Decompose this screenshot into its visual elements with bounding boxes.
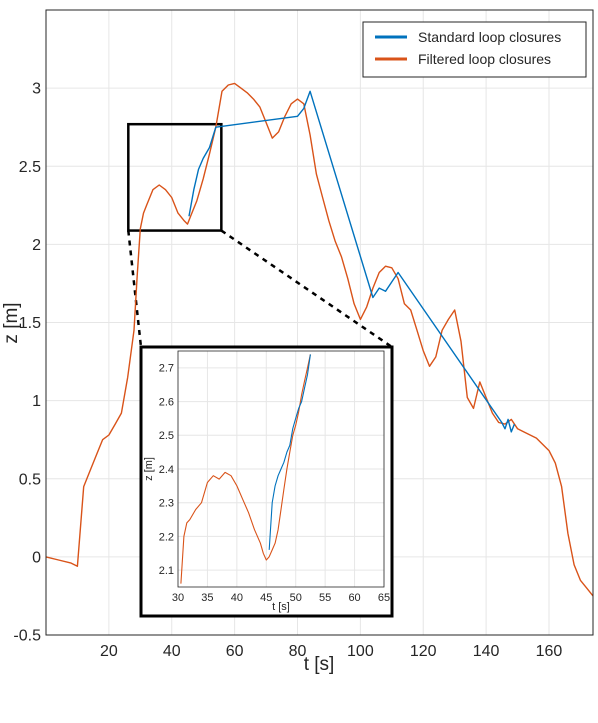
x-tick-label: 65 — [378, 592, 390, 604]
y-tick-label: 2.4 — [159, 464, 174, 476]
y-tick-label: 2.5 — [19, 159, 41, 176]
x-tick-label: 40 — [163, 643, 181, 660]
y-tick-label: 0.5 — [19, 471, 41, 488]
series-line-standard — [268, 354, 311, 550]
inset-chart: 30 35 40 45 50 55 60 65 2.1 2.2 2.3 2.4 2.5 2.6 2.7 t … — [139, 345, 394, 618]
main-axes-box — [45, 9, 594, 636]
main-ylabel: z [m] — [1, 302, 22, 343]
main-grid — [46, 10, 593, 636]
series-line-filtered — [180, 354, 311, 584]
y-tick-label: -0.5 — [13, 628, 41, 645]
y-tick-label: 2.7 — [159, 363, 174, 375]
y-tick-label: 2.1 — [159, 565, 174, 577]
y-tick-label: 3 — [32, 81, 41, 98]
inset-axes-box — [177, 350, 385, 588]
y-tick-label: 2.5 — [159, 430, 174, 442]
series-line-filtered — [45, 82, 594, 597]
inset-ylabel: z [m] — [143, 457, 155, 481]
x-tick-label: 20 — [100, 643, 118, 660]
main-xlabel: t [s] — [304, 654, 335, 675]
zoom-connector-right — [220, 229, 393, 349]
x-tick-label: 35 — [201, 592, 213, 604]
inset-ticks: 30 35 40 45 50 55 60 65 2.1 2.2 2.3 2.4 2.5 2.6 2.7 — [159, 363, 390, 604]
legend: Standard loop closures Filtered loop clo… — [362, 21, 587, 78]
legend-box — [362, 21, 587, 78]
x-tick-label: 100 — [347, 643, 374, 660]
y-tick-label: 1 — [32, 393, 41, 410]
zoom-region — [127, 122, 393, 349]
x-tick-label: 140 — [473, 643, 500, 660]
y-tick-label: 2.3 — [159, 498, 174, 510]
inset-series — [180, 354, 311, 584]
x-tick-label: 120 — [410, 643, 437, 660]
zoom-rectangle — [127, 122, 223, 232]
x-tick-label: 160 — [536, 643, 563, 660]
legend-label-filtered: Filtered loop closures — [418, 51, 551, 67]
series-line-standard — [188, 90, 516, 433]
x-tick-label: 60 — [348, 592, 360, 604]
inset-xlabel: t [s] — [272, 601, 290, 613]
legend-label-standard: Standard loop closures — [418, 29, 561, 45]
main-series — [45, 82, 594, 597]
x-tick-label: 45 — [260, 592, 272, 604]
x-tick-label: 40 — [231, 592, 243, 604]
x-tick-label: 50 — [290, 592, 302, 604]
y-tick-label: 2.2 — [159, 531, 174, 543]
y-tick-label: 2.6 — [159, 396, 174, 408]
x-tick-label: 55 — [319, 592, 331, 604]
x-tick-label: 30 — [172, 592, 184, 604]
y-tick-label: 0 — [32, 549, 41, 566]
x-tick-label: 60 — [226, 643, 244, 660]
main-ticks: 20 40 60 80 100 120 140 160 -0.5 0 0.5 1 1.5 2 2.5 3 — [13, 81, 562, 660]
x-tick-label: 80 — [289, 643, 307, 660]
y-tick-label: 2 — [32, 237, 41, 254]
y-tick-label: 1.5 — [19, 315, 41, 332]
